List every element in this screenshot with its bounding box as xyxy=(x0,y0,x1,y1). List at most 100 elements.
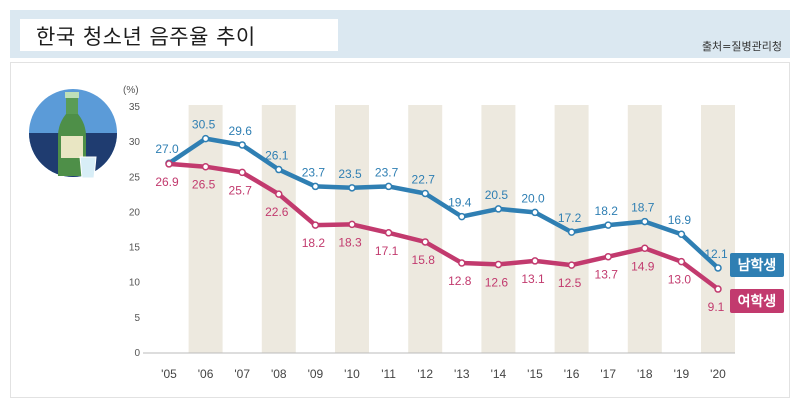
data-label: 15.8 xyxy=(412,253,436,267)
data-point xyxy=(677,257,686,266)
data-label: 20.5 xyxy=(485,188,509,202)
data-label: 18.3 xyxy=(338,235,362,249)
data-point xyxy=(458,259,466,267)
y-tick-label: 5 xyxy=(134,313,140,324)
source-note: 출처=질병관리청 xyxy=(701,40,782,53)
data-point xyxy=(275,190,283,198)
data-point xyxy=(458,212,466,221)
x-tick-label: '16 xyxy=(564,367,580,381)
data-point xyxy=(604,252,612,261)
data-label: 17.2 xyxy=(558,211,582,225)
column-band xyxy=(408,105,443,353)
legend-swatch xyxy=(730,253,784,277)
data-label: 12.8 xyxy=(448,274,472,288)
legend-label: 남학생 xyxy=(738,257,777,274)
data-label: 25.7 xyxy=(229,183,253,197)
data-label: 13.7 xyxy=(595,268,619,282)
data-point xyxy=(531,208,539,217)
y-tick-label: 25 xyxy=(129,172,141,183)
data-label: 12.5 xyxy=(558,276,582,290)
data-point xyxy=(348,220,356,229)
data-label: 9.1 xyxy=(708,300,725,314)
data-point xyxy=(384,182,393,191)
data-point xyxy=(567,261,576,269)
data-label: 23.5 xyxy=(338,167,362,181)
data-label: 17.1 xyxy=(375,244,399,258)
x-tick-label: '12 xyxy=(417,367,433,381)
column-band xyxy=(261,105,296,353)
data-point xyxy=(201,162,210,171)
data-label: 26.5 xyxy=(192,178,216,192)
data-label: 29.6 xyxy=(229,124,253,138)
data-point xyxy=(494,260,503,269)
x-tick-label: '07 xyxy=(234,367,250,381)
legend-entry: 여학생 xyxy=(730,289,784,313)
y-tick-label: 20 xyxy=(129,207,141,218)
data-point xyxy=(421,238,429,246)
data-point xyxy=(604,221,612,229)
data-label: 19.4 xyxy=(448,196,472,210)
x-tick-label: '09 xyxy=(308,367,324,381)
data-label: 14.9 xyxy=(631,259,655,273)
data-point xyxy=(641,217,649,226)
data-point xyxy=(677,230,686,238)
x-tick-label: '08 xyxy=(271,367,287,381)
data-point xyxy=(238,141,246,149)
x-tick-label: '19 xyxy=(674,367,690,381)
y-tick-label: 35 xyxy=(129,102,141,113)
x-tick-label: '20 xyxy=(710,367,726,381)
y-tick-label: 15 xyxy=(129,243,141,254)
y-tick-label: 0 xyxy=(134,348,140,359)
legend-swatch xyxy=(730,289,784,313)
data-label: 23.7 xyxy=(302,165,326,179)
data-label: 13.0 xyxy=(668,273,692,287)
x-tick-label: '17 xyxy=(600,367,616,381)
data-label: 22.7 xyxy=(412,172,436,186)
data-point xyxy=(531,257,539,265)
x-tick-label: '06 xyxy=(198,367,214,381)
data-label: 12.1 xyxy=(704,247,728,261)
data-label: 26.1 xyxy=(265,149,289,163)
data-point xyxy=(238,168,246,177)
chart-title: 한국 청소년 음주율 추이 xyxy=(36,25,256,49)
series-line xyxy=(167,136,720,270)
data-point xyxy=(641,244,649,253)
x-tick-label: '15 xyxy=(527,367,543,381)
column-band xyxy=(701,105,735,353)
title-box: 한국 청소년 음주율 추이 xyxy=(20,19,338,51)
data-point xyxy=(311,221,320,229)
data-label: 18.2 xyxy=(302,236,326,250)
x-tick-label: '18 xyxy=(637,367,653,381)
header-bar: 한국 청소년 음주율 추이 출처=질병관리청 xyxy=(10,10,790,58)
data-point xyxy=(494,205,503,213)
data-label: 26.9 xyxy=(155,175,179,189)
data-label: 16.9 xyxy=(668,213,692,227)
x-tick-label: '14 xyxy=(491,367,507,381)
x-tick-label: '10 xyxy=(344,367,360,381)
column-band xyxy=(481,105,516,353)
series-line xyxy=(168,161,720,291)
x-tick-label: '11 xyxy=(381,367,396,381)
data-label: 18.2 xyxy=(595,204,619,218)
y-unit-label: (%) xyxy=(123,85,139,96)
data-point xyxy=(275,165,283,174)
column-band xyxy=(627,105,662,353)
data-point xyxy=(311,182,320,191)
legend-label: 여학생 xyxy=(738,293,777,310)
data-label: 22.6 xyxy=(265,205,289,219)
data-label: 27.0 xyxy=(155,142,179,156)
x-tick-label: '05 xyxy=(161,367,177,381)
data-point xyxy=(567,228,576,236)
data-point xyxy=(384,229,393,237)
data-point xyxy=(714,264,722,272)
data-label: 13.1 xyxy=(521,272,545,286)
y-tick-label: 10 xyxy=(129,278,141,289)
data-label: 30.5 xyxy=(192,118,216,132)
data-label: 20.0 xyxy=(521,191,545,205)
data-point xyxy=(348,184,356,192)
data-label: 12.6 xyxy=(485,275,509,289)
data-label: 23.7 xyxy=(375,165,399,179)
data-point xyxy=(165,160,173,168)
